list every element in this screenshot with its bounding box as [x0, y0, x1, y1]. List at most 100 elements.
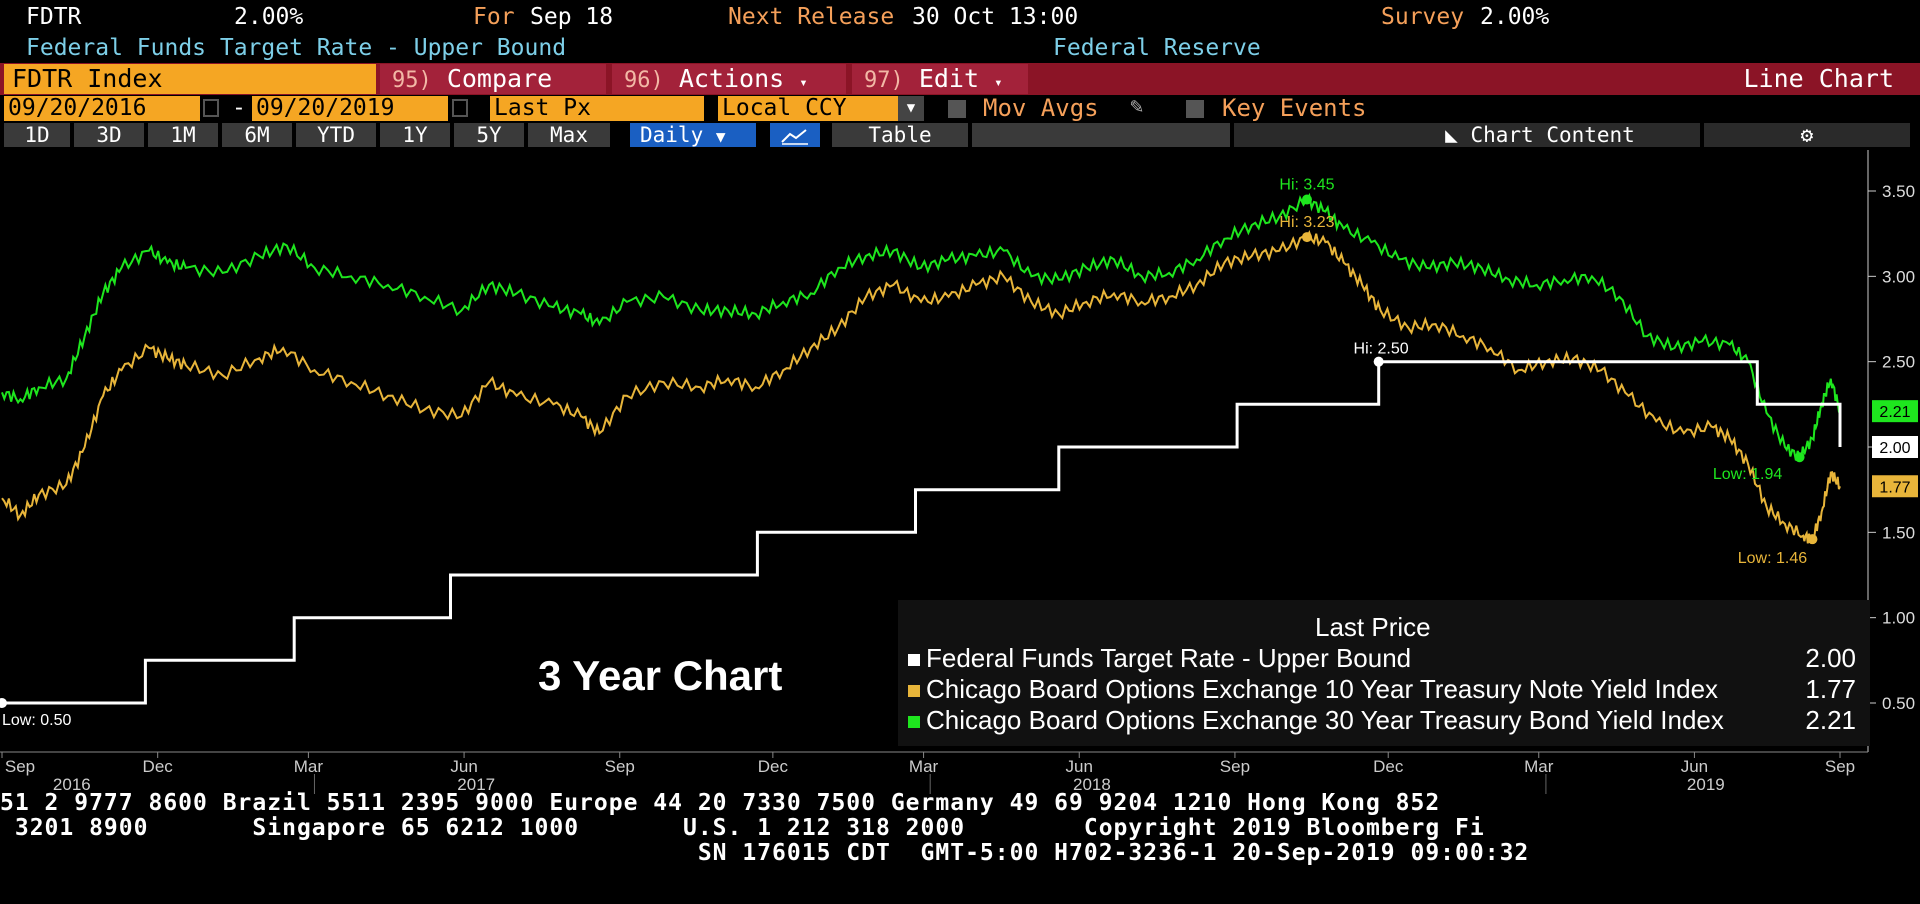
edit-number: 97) — [864, 68, 904, 93]
frequency-label: Daily — [640, 123, 704, 147]
actions-label: Actions — [678, 64, 785, 93]
survey-label: Survey — [1381, 4, 1465, 30]
annotation-label: Hi: 2.50 — [1354, 341, 1409, 358]
price-field-select[interactable]: Last Px — [490, 96, 704, 121]
for-date: Sep 18 — [530, 4, 614, 30]
x-tick-label: Dec — [758, 757, 789, 776]
legend-value: 2.00 — [1805, 643, 1856, 673]
frequency-select[interactable]: Daily ▼ — [630, 123, 756, 147]
line-chart: 3.50 3.00 2.50 2.00 1.50 1.00 0.50 Sep Dec Mar Ju… — [0, 150, 1918, 794]
y-tick-label: 1.50 — [1882, 523, 1915, 542]
start-date-field[interactable]: 09/20/2016 — [4, 96, 200, 121]
series-line-0 — [2, 360, 1842, 705]
chart-title: 3 Year Chart — [538, 652, 783, 699]
chart-type-label[interactable]: Line Chart — [1743, 64, 1894, 93]
series-line-2 — [1, 192, 1841, 461]
toolbar-spacer — [972, 123, 1230, 147]
y-tick-label: 0.50 — [1882, 694, 1915, 713]
end-date-field[interactable]: 09/20/2019 — [252, 96, 448, 121]
last-value-tag — [1872, 475, 1918, 498]
line-chart-icon[interactable] — [770, 123, 820, 147]
currency-select[interactable]: Local CCY — [718, 96, 898, 121]
last-value-tag — [1872, 436, 1918, 458]
chevron-down-icon[interactable]: ▼ — [898, 96, 924, 121]
last-value-tag — [1872, 400, 1918, 423]
annotation-label: Low: 1.46 — [1738, 550, 1807, 567]
range-ytd[interactable]: YTD — [296, 123, 376, 147]
compare-button[interactable]: 95) Compare — [380, 64, 606, 94]
x-tick-label: Jun — [450, 757, 477, 776]
security-field[interactable]: FDTR Index — [4, 64, 376, 94]
x-tick-label: Sep — [1220, 757, 1250, 776]
range-1d[interactable]: 1D — [4, 123, 70, 147]
legend-label: Chicago Board Options Exchange 30 Year T… — [926, 705, 1724, 735]
annotation-marker — [1301, 232, 1312, 243]
annotation-marker — [1807, 534, 1818, 545]
legend-entry-30y[interactable]: Chicago Board Options Exchange 30 Year T… — [908, 705, 1724, 736]
annotation-label: Low: 0.50 — [2, 712, 71, 729]
mov-avgs-checkbox[interactable] — [948, 100, 966, 118]
annotation-marker — [1794, 452, 1805, 463]
legend-entry-10y[interactable]: Chicago Board Options Exchange 10 Year T… — [908, 674, 1718, 705]
x-tick-label: Mar — [294, 757, 324, 776]
calendar-icon[interactable] — [203, 99, 219, 117]
chart-content-button[interactable]: ◣ Chart Content — [1380, 123, 1700, 147]
last-value-label: 2.21 — [1879, 404, 1910, 421]
series-layer — [1, 192, 1842, 705]
mov-avgs-label: Mov Avgs — [983, 94, 1099, 122]
security-description: Federal Funds Target Rate - Upper Bound — [26, 35, 567, 61]
range-6m[interactable]: 6M — [222, 123, 292, 147]
annotation-marker — [1373, 356, 1384, 367]
x-tick-label: Sep — [605, 757, 635, 776]
year-label: 2018 — [1073, 775, 1111, 794]
year-label: 2017 — [457, 775, 495, 794]
compare-number: 95) — [392, 68, 432, 93]
annotation-label: Hi: 3.23 — [1279, 214, 1334, 231]
actions-button[interactable]: 96) Actions ▾ — [612, 64, 846, 94]
legend-swatch — [908, 716, 920, 729]
x-axis: Sep Dec Mar Jun Sep Dec Mar Jun Sep Dec Mar Jun Sep 2… — [0, 751, 1868, 794]
table-button[interactable]: Table — [832, 123, 968, 147]
last-value-label: 1.77 — [1879, 479, 1910, 496]
key-events-checkbox[interactable] — [1186, 100, 1204, 118]
x-tick-label: Sep — [1825, 757, 1855, 776]
range-max[interactable]: Max — [528, 123, 610, 147]
for-label: For — [473, 4, 515, 30]
compare-label: Compare — [446, 64, 553, 93]
pencil-icon[interactable]: ✎ — [1130, 94, 1144, 119]
ticker-symbol: FDTR — [26, 4, 82, 30]
data-source: Federal Reserve — [1053, 35, 1261, 61]
date-separator: - — [232, 95, 246, 121]
chevron-down-icon: ▾ — [994, 75, 1003, 91]
annotation-marker — [1301, 194, 1312, 205]
edit-label: Edit — [918, 64, 980, 93]
legend-entry-fed[interactable]: Federal Funds Target Rate - Upper Bound — [908, 643, 1411, 674]
year-label: 2019 — [1687, 775, 1725, 794]
last-value-label: 2.00 — [1879, 440, 1910, 457]
range-1m[interactable]: 1M — [148, 123, 218, 147]
x-tick-label: Jun — [1066, 757, 1093, 776]
current-value: 2.00% — [234, 4, 304, 30]
y-tick-label: 3.50 — [1882, 182, 1915, 201]
y-tick-label: 2.50 — [1882, 353, 1915, 372]
annotation-marker — [0, 698, 7, 708]
annotation-label: Hi: 3.45 — [1279, 177, 1334, 194]
legend-swatch — [908, 654, 920, 667]
range-5y[interactable]: 5Y — [454, 123, 524, 147]
edit-button[interactable]: 97) Edit ▾ — [852, 64, 1028, 94]
legend-value: 1.77 — [1805, 674, 1856, 704]
x-tick-label: Mar — [909, 757, 939, 776]
calendar-icon[interactable] — [452, 99, 468, 117]
ticker-line-3: SN 176015 CDT GMT-5:00 H702-3236-1 20-Se… — [0, 840, 1530, 866]
gear-icon[interactable]: ⚙ — [1704, 123, 1910, 147]
range-3d[interactable]: 3D — [74, 123, 144, 147]
legend-title: Last Price — [1315, 612, 1431, 642]
legend-value: 2.21 — [1805, 705, 1856, 735]
legend-label: Federal Funds Target Rate - Upper Bound — [926, 643, 1412, 673]
chart-content-icon: ◣ — [1445, 123, 1458, 147]
range-1y[interactable]: 1Y — [380, 123, 450, 147]
x-tick-label: Mar — [1524, 757, 1554, 776]
chevron-down-icon: ▼ — [715, 127, 726, 146]
x-tick-label: Dec — [1373, 757, 1404, 776]
series-line-1 — [1, 230, 1841, 544]
